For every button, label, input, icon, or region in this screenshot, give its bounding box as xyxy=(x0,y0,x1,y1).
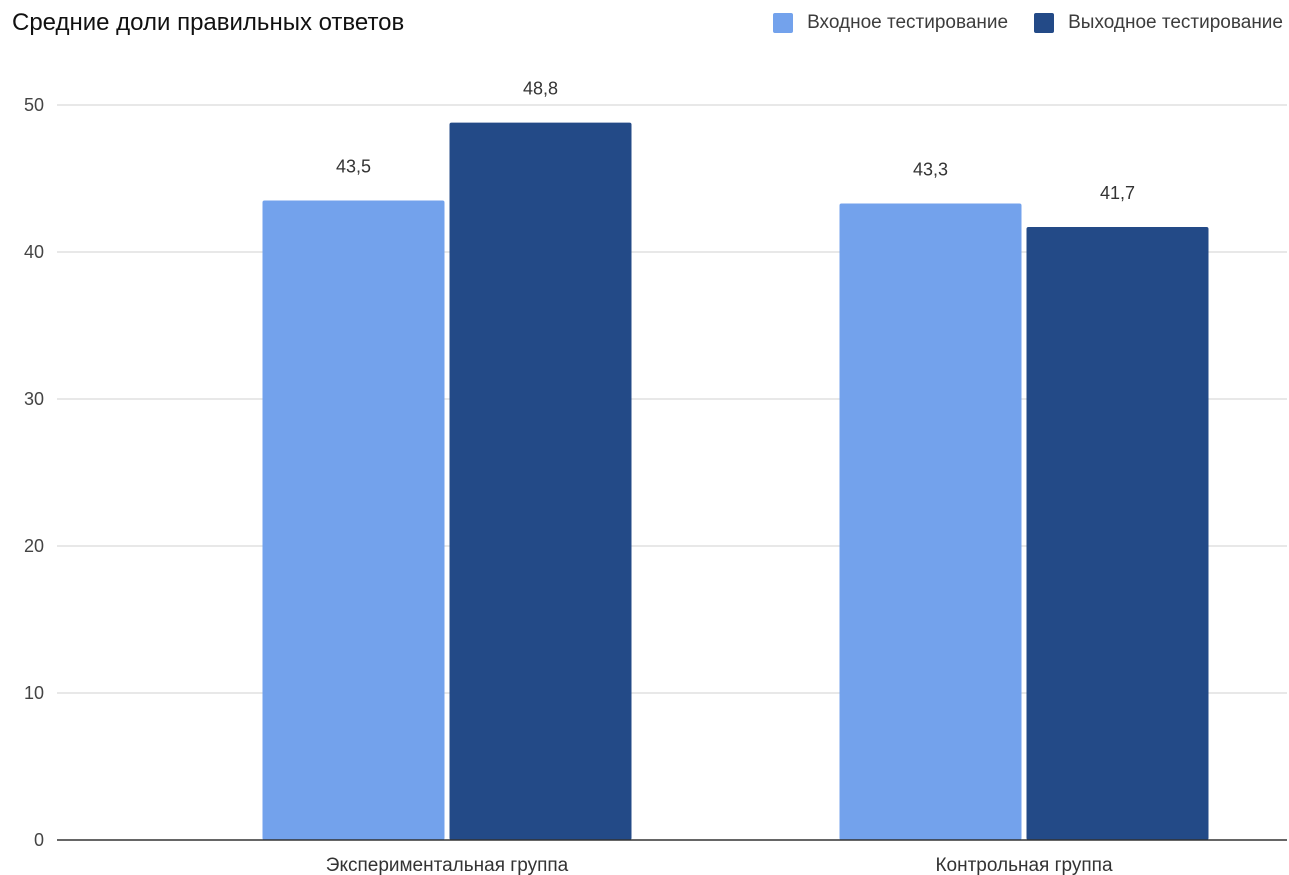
y-tick-label: 0 xyxy=(34,830,44,850)
chart-title: Средние доли правильных ответов xyxy=(12,9,405,36)
legend-item-entry-test: Входное тестирование xyxy=(773,12,1008,34)
y-tick-label: 40 xyxy=(24,242,44,262)
y-tick-label: 10 xyxy=(24,683,44,703)
bar-exit-test xyxy=(449,122,632,840)
legend-item-exit-test: Выходное тестирование xyxy=(1034,12,1283,34)
value-label-exit-test: 41,7 xyxy=(1100,183,1135,203)
bar-entry-test xyxy=(262,200,445,841)
legend-label-entry-test: Входное тестирование xyxy=(807,12,1009,33)
y-tick-label: 50 xyxy=(24,95,44,115)
x-category-label: Экспериментальная группа xyxy=(326,855,569,875)
value-label-entry-test: 43,3 xyxy=(913,159,948,179)
legend: Входное тестирование Выходное тестирован… xyxy=(773,12,1283,34)
value-label-entry-test: 43,5 xyxy=(336,157,371,177)
y-tick-label: 30 xyxy=(24,389,44,409)
y-tick-label: 20 xyxy=(24,536,44,556)
bar-exit-test xyxy=(1026,227,1209,840)
value-label-exit-test: 48,8 xyxy=(523,79,558,99)
bar-entry-test xyxy=(839,203,1022,841)
legend-label-exit-test: Выходное тестирование xyxy=(1068,12,1283,33)
x-category-label: Контрольная группа xyxy=(935,855,1113,875)
legend-swatch-exit-test xyxy=(1034,13,1055,33)
legend-swatch-entry-test xyxy=(773,13,794,33)
